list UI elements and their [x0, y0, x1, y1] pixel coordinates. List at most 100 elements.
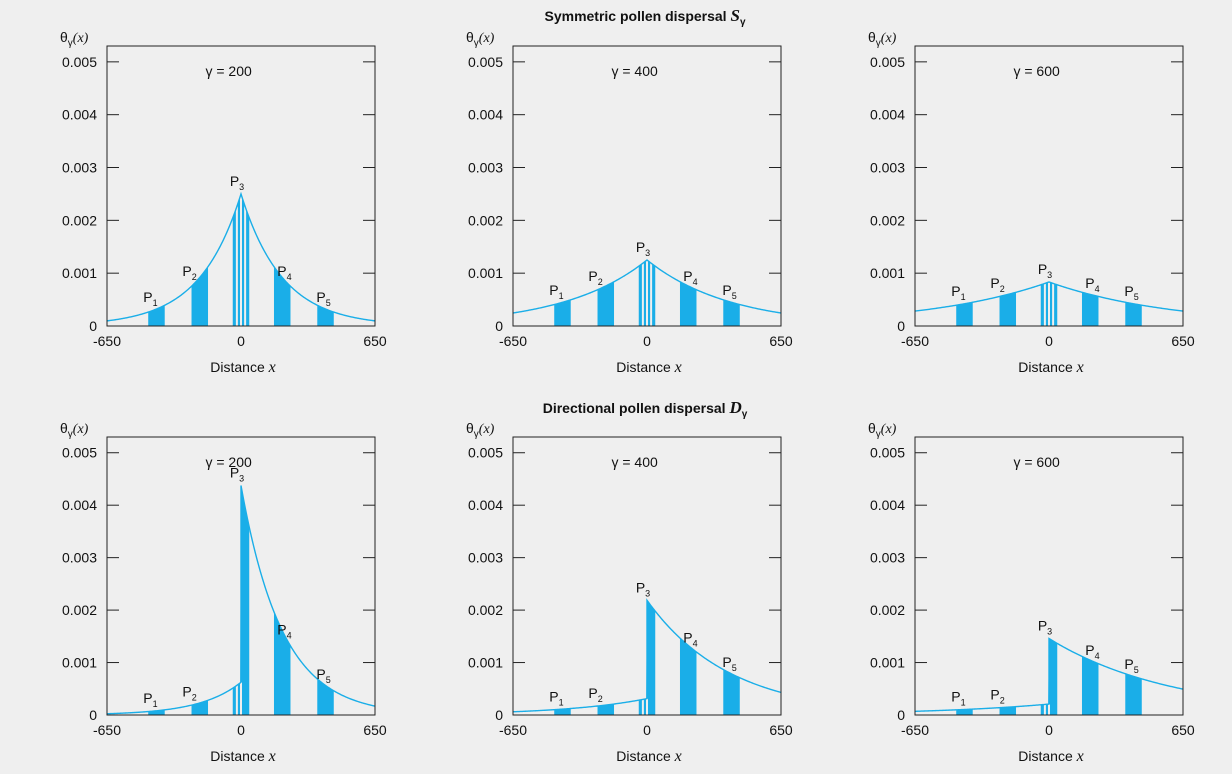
y-axis-label-subscript: γ: [474, 38, 479, 49]
panel-subtitle: γ = 400: [611, 454, 658, 470]
y-tick-label: 0.003: [62, 160, 97, 176]
axes-frame: [914, 436, 1184, 716]
x-tick-label: 0: [237, 722, 245, 738]
plot-label-P3: P3: [636, 579, 650, 598]
y-tick-label: 0.002: [870, 602, 905, 618]
x-axis-label-var: x: [674, 359, 682, 376]
plot-label-index: 1: [961, 698, 966, 708]
plot-label-P4: P4: [683, 629, 697, 648]
y-tick-label: 0.004: [870, 107, 905, 123]
x-axis-label-var: x: [674, 748, 682, 765]
plot-label-letter: P: [182, 684, 191, 700]
y-tick-label: 0.002: [870, 212, 905, 228]
plot-area-P2: [999, 706, 1017, 715]
plot-area-P1: [554, 708, 571, 715]
plot-label-letter: P: [951, 283, 960, 299]
plot-label-P4: P4: [277, 621, 291, 640]
plot-label-index: 5: [732, 663, 737, 673]
plot-label-P3: P3: [230, 173, 244, 192]
plot-label-letter: P: [636, 579, 645, 595]
plot-label-P1: P1: [549, 688, 563, 707]
x-tick-label: 0: [237, 333, 245, 349]
x-axis-label-text: Distance: [1018, 748, 1076, 764]
plot-label-P2: P2: [588, 685, 602, 704]
y-tick-label: 0.003: [62, 550, 97, 566]
y-tick-label: 0.003: [468, 550, 503, 566]
plot-label-letter: P: [1124, 283, 1133, 299]
plot-label-P1: P1: [951, 283, 965, 302]
y-tick-label: 0.002: [468, 602, 503, 618]
plot-label-index: 1: [153, 699, 158, 709]
plot-area-P1: [956, 302, 973, 326]
plot-label-letter: P: [230, 173, 239, 189]
plot-label-letter: P: [588, 268, 597, 284]
x-tick-label: 0: [643, 722, 651, 738]
plot-area-P1: [148, 305, 165, 326]
plot-label-letter: P: [990, 275, 999, 291]
x-axis-label-text: Distance: [1018, 359, 1076, 375]
plot-label-P5: P5: [722, 654, 736, 673]
plot-area-P2: [191, 700, 209, 715]
plot-label-P2: P2: [588, 268, 602, 287]
y-axis-label-subscript: γ: [876, 38, 881, 49]
plot-label-index: 3: [1047, 627, 1052, 637]
x-axis-label: Distance x: [1018, 748, 1083, 765]
x-tick-label: 0: [1045, 333, 1053, 349]
density-curve: [914, 281, 1184, 312]
y-tick-label: 0.001: [468, 265, 503, 281]
plot-label-letter: P: [549, 282, 558, 298]
plot-label-index: 1: [153, 298, 158, 308]
x-tick-label: 650: [769, 333, 793, 349]
y-axis-label-theta: θ: [60, 420, 68, 436]
section-title-symbol: S: [730, 6, 739, 25]
plot-label-index: 2: [192, 272, 197, 282]
plot-label-index: 2: [192, 693, 197, 703]
plot-label-index: 1: [559, 291, 564, 301]
plot-label-P1: P1: [951, 689, 965, 708]
y-tick-label: 0: [897, 707, 905, 723]
y-tick-label: 0.001: [62, 265, 97, 281]
y-tick-label: 0.002: [62, 212, 97, 228]
section-title-symbol: D: [728, 398, 741, 417]
plot-label-index: 4: [287, 630, 292, 640]
plot-label-index: 2: [598, 277, 603, 287]
density-curve: [512, 259, 782, 314]
section-title-bottom: Directional pollen dispersal Dγ: [543, 398, 748, 420]
section-title-subscript: γ: [740, 17, 746, 28]
plot-label-letter: P: [636, 239, 645, 255]
plot-label-index: 4: [693, 277, 698, 287]
plot-label-index: 5: [1134, 292, 1139, 302]
plot-label-index: 1: [559, 697, 564, 707]
plot-label-P4: P4: [1085, 275, 1099, 294]
y-axis-label-theta: θ: [466, 420, 474, 436]
panel-subtitle: γ = 200: [205, 454, 252, 470]
plot-label-P5: P5: [1124, 283, 1138, 302]
x-tick-label: 0: [643, 333, 651, 349]
plot-label-letter: P: [143, 690, 152, 706]
x-axis-label-var: x: [268, 748, 276, 765]
y-axis-label-arg: (x): [479, 422, 495, 437]
plot-label-P4: P4: [277, 263, 291, 282]
plot-label-P1: P1: [143, 289, 157, 308]
plot-label-P3: P3: [636, 239, 650, 258]
plot-label-letter: P: [683, 629, 692, 645]
plot-label-index: 2: [1000, 696, 1005, 706]
x-axis-label: Distance x: [210, 748, 275, 765]
plot-label-index: 4: [1095, 284, 1100, 294]
y-tick-label: 0: [89, 318, 97, 334]
plot-area-P2: [999, 292, 1017, 326]
y-tick-label: 0.002: [468, 212, 503, 228]
y-tick-label: 0.001: [870, 655, 905, 671]
plot-area-P4: [1081, 656, 1099, 715]
plot-area-P4: [679, 281, 697, 326]
x-axis-label-var: x: [1076, 748, 1084, 765]
axes-frame: [106, 436, 376, 716]
plot-label-letter: P: [549, 688, 558, 704]
plot-label-index: 4: [693, 638, 698, 648]
panel-subtitle: γ = 600: [1013, 454, 1060, 470]
y-tick-label: 0.004: [870, 497, 905, 513]
plot-label-index: 5: [732, 291, 737, 301]
